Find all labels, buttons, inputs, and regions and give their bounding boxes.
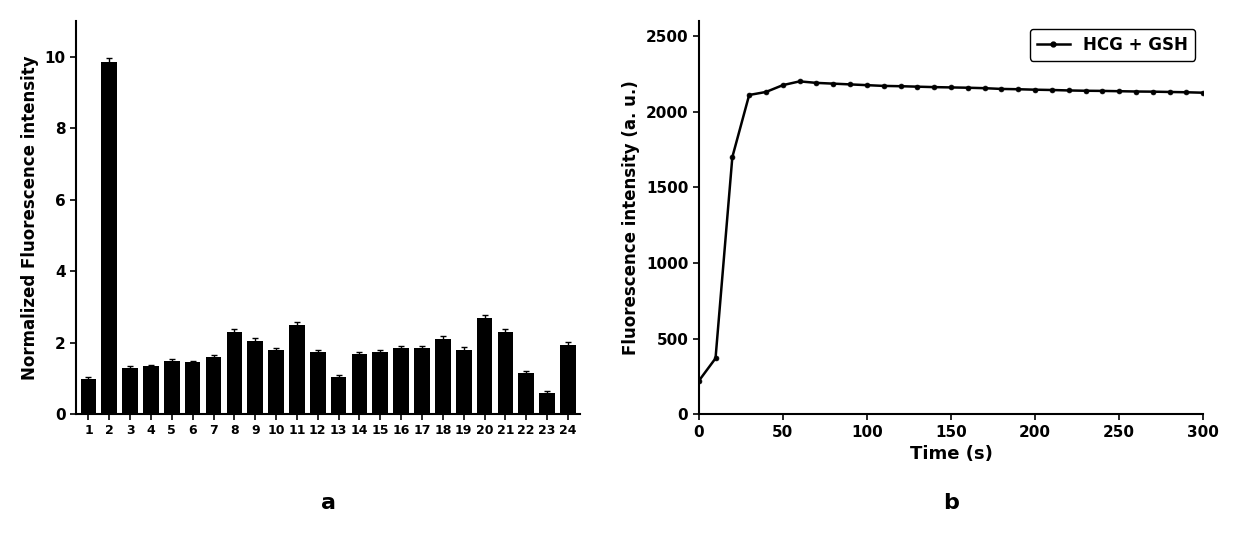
Bar: [518, 373, 534, 414]
Bar: [414, 348, 430, 414]
Bar: [268, 350, 284, 414]
Bar: [560, 344, 575, 414]
Text: a: a: [321, 493, 336, 513]
Bar: [185, 363, 201, 414]
Bar: [435, 339, 450, 414]
Y-axis label: Fluorescence intensity (a. u.): Fluorescence intensity (a. u.): [622, 80, 640, 355]
X-axis label: Time (s): Time (s): [909, 445, 992, 463]
Bar: [331, 377, 346, 414]
Bar: [206, 357, 222, 414]
Bar: [372, 352, 388, 414]
Bar: [310, 352, 326, 414]
Bar: [81, 379, 97, 414]
Y-axis label: Normalized Fluorescence intensity: Normalized Fluorescence intensity: [21, 55, 38, 380]
Bar: [102, 62, 117, 414]
Bar: [476, 318, 492, 414]
Bar: [539, 393, 556, 414]
Bar: [227, 332, 242, 414]
Bar: [143, 366, 159, 414]
Bar: [497, 332, 513, 414]
Bar: [289, 325, 305, 414]
Bar: [352, 353, 367, 414]
Bar: [456, 350, 471, 414]
Text: b: b: [944, 493, 959, 513]
Bar: [123, 368, 138, 414]
Legend: HCG + GSH: HCG + GSH: [1030, 29, 1195, 60]
Bar: [393, 348, 409, 414]
Bar: [164, 360, 180, 414]
Bar: [248, 341, 263, 414]
